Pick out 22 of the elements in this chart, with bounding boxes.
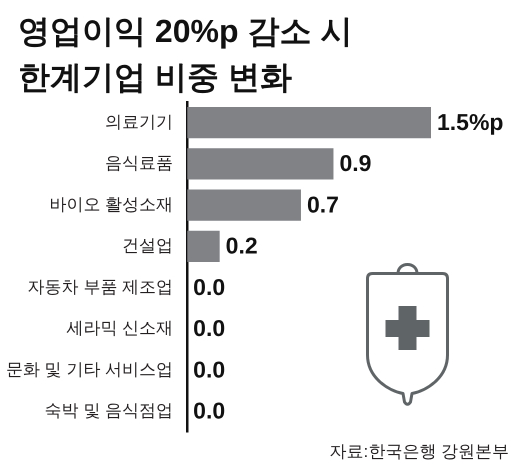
y-tick-label: 음식료품 (105, 154, 174, 173)
data-label: 0.9 (339, 150, 372, 176)
bar (187, 106, 431, 138)
y-tick-label: 숙박 및 음식점업 (44, 401, 174, 420)
y-tick-label: 의료기기 (105, 112, 174, 132)
y-tick-label: 자동차 부품 제조업 (28, 277, 174, 296)
y-tick-label: 문화 및 기타 서비스업 (6, 360, 174, 379)
text: 자료:한국은행 강원본부 (330, 442, 509, 461)
y-tick-label: 건설업 (122, 236, 174, 256)
data-label: 0.7 (306, 191, 339, 218)
data-label: 0.0 (193, 356, 226, 382)
data-label: 1.5%p (437, 108, 504, 135)
data-label: 0.0 (193, 315, 226, 342)
bar (187, 189, 301, 221)
bar (187, 230, 220, 262)
y-tick-label: 바이오 활성소재 (49, 194, 174, 214)
data-label: 0.2 (226, 232, 258, 259)
y-tick-label: 세라믹 신소재 (66, 318, 174, 338)
chart-title: 영업이익 20%p 감소 시 한계기업 비중 변화 (18, 13, 352, 95)
bar (187, 148, 334, 180)
data-label: 0.0 (193, 398, 226, 424)
data-label: 0.0 (193, 274, 226, 300)
